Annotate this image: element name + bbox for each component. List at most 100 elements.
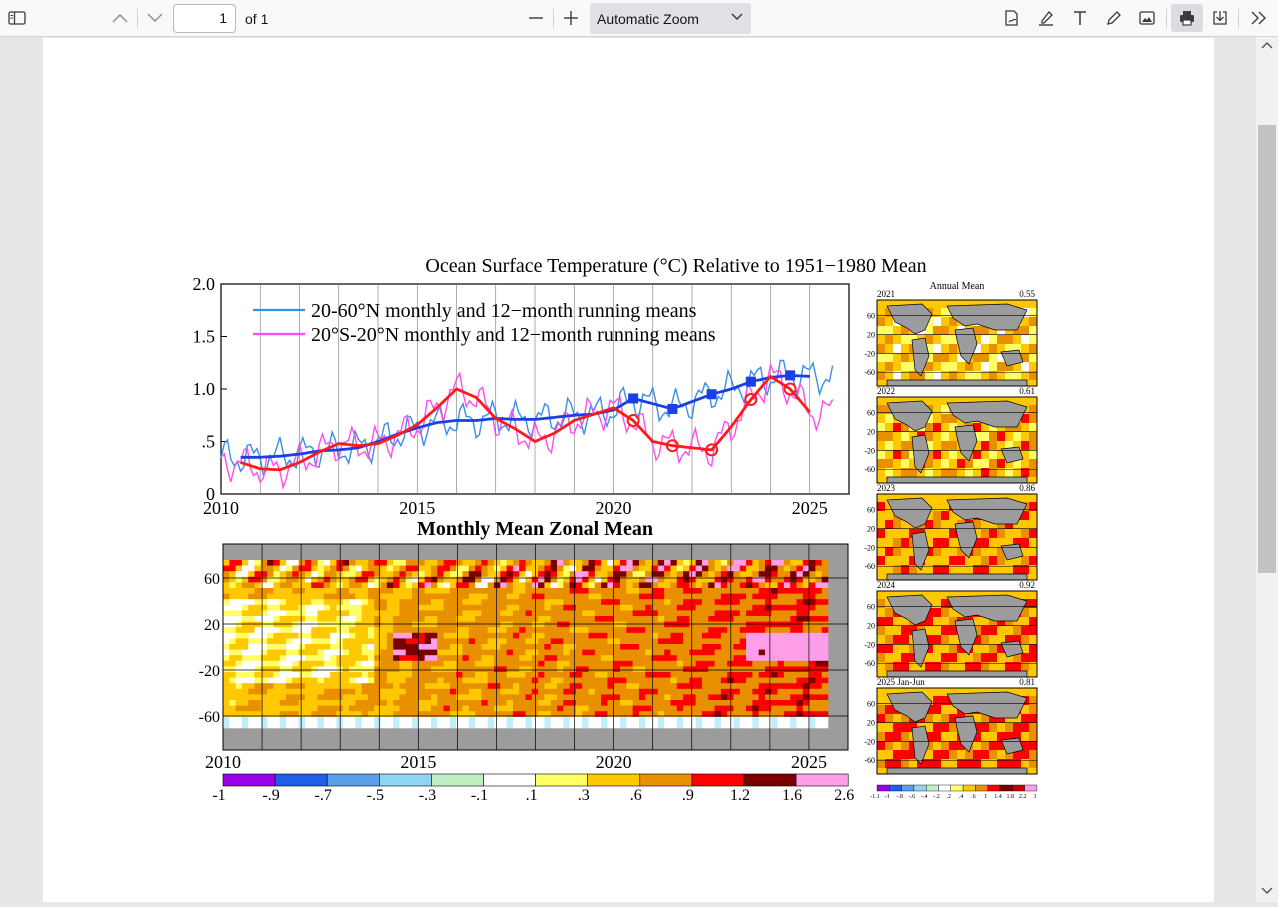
map-cell	[1005, 371, 1013, 380]
zonal-cell	[739, 666, 747, 673]
zonal-cell	[683, 576, 690, 583]
page-count-label: of 1	[245, 11, 269, 27]
zonal-cell	[493, 627, 501, 634]
zonal-cell	[594, 599, 602, 606]
zonal-cell	[790, 638, 797, 645]
zonal-cell	[783, 621, 791, 628]
zonal-cell	[412, 560, 419, 566]
zonal-cell	[544, 644, 552, 650]
zonal-cell	[651, 627, 659, 634]
zonal-cell	[632, 593, 640, 600]
map-cell	[949, 714, 957, 723]
text-button[interactable]	[1065, 4, 1095, 32]
scrollbar-thumb[interactable]	[1258, 125, 1276, 573]
download-button[interactable]	[1205, 4, 1235, 32]
add-image-button[interactable]	[1132, 4, 1162, 32]
map-cell	[997, 556, 1005, 565]
zonal-cell	[468, 610, 476, 617]
zonal-cell	[449, 655, 457, 662]
zonal-cell	[487, 688, 495, 695]
map-cell	[885, 441, 893, 450]
zonal-cell	[525, 588, 533, 594]
zonal-cell	[260, 610, 268, 617]
zonal-cell	[292, 599, 299, 606]
scroll-up-arrow-icon[interactable]	[1261, 40, 1273, 50]
previous-page-button[interactable]	[105, 4, 135, 32]
zonal-cell	[317, 683, 325, 690]
zonal-cell	[487, 666, 495, 673]
page-number-input[interactable]: 1	[173, 4, 236, 33]
zonal-cell	[443, 705, 451, 712]
zonal-cell	[708, 672, 715, 678]
zonal-cell	[783, 604, 791, 611]
zonal-cell	[393, 632, 400, 639]
zonal-cell	[777, 705, 785, 712]
zonal-cell	[298, 644, 306, 650]
zonal-cell	[260, 688, 268, 695]
zonal-cell	[361, 638, 369, 645]
map-cell	[933, 371, 941, 380]
zonal-cell	[235, 655, 243, 662]
zonal-cell	[254, 571, 262, 578]
zonal-cell	[607, 571, 615, 578]
zonal-cell	[550, 632, 558, 639]
zonal-cell	[355, 655, 362, 662]
zonal-cell	[695, 593, 703, 600]
zonal-cell	[462, 722, 470, 729]
map-cell	[1021, 714, 1029, 723]
zonal-cell	[569, 694, 577, 701]
zoom-select[interactable]: Automatic Zoom	[590, 3, 751, 34]
zonal-cell	[752, 655, 759, 662]
next-page-button[interactable]	[140, 4, 170, 32]
zonal-cell	[449, 621, 457, 628]
print-button[interactable]	[1171, 4, 1203, 32]
zonal-cell	[783, 688, 791, 695]
zonal-cell	[443, 560, 451, 566]
zonal-cell	[235, 711, 243, 718]
zonal-cell	[720, 638, 728, 645]
zonal-cell	[512, 666, 520, 673]
sidebar-toggle-button[interactable]	[2, 4, 32, 32]
zonal-cell	[538, 638, 545, 645]
zonal-cell	[733, 660, 741, 667]
zonal-cell	[330, 621, 337, 628]
draw-button[interactable]	[1099, 4, 1129, 32]
zonal-cell	[783, 716, 791, 723]
zonal-cell	[430, 711, 438, 718]
scroll-down-arrow-icon[interactable]	[1261, 886, 1273, 896]
zonal-cell	[575, 616, 583, 622]
zonal-cell	[620, 649, 627, 656]
map-cell	[941, 714, 949, 723]
zonal-cell	[607, 666, 615, 673]
zonal-cell	[683, 655, 690, 662]
zonal-cell	[544, 649, 552, 656]
zonal-cell	[714, 666, 722, 673]
zonal-cell	[475, 677, 482, 684]
zoom-out-button[interactable]	[521, 4, 551, 32]
zonal-cell	[815, 610, 822, 617]
zonal-cell	[758, 655, 766, 662]
zonal-cell	[424, 565, 432, 572]
map-cell	[1021, 547, 1029, 556]
zonal-cell	[601, 616, 608, 622]
zonal-cell	[695, 576, 703, 583]
zonal-cell	[632, 599, 640, 606]
zonal-cell	[594, 705, 602, 712]
signature-button[interactable]	[997, 4, 1027, 32]
zoom-in-button[interactable]	[556, 4, 586, 32]
zonal-cell	[286, 565, 293, 572]
zonal-cell	[399, 672, 407, 678]
zonal-cell	[380, 677, 388, 684]
zonal-cell	[443, 655, 451, 662]
zonal-cell	[701, 565, 709, 572]
zonal-cell	[790, 666, 797, 673]
zonal-cell	[802, 700, 810, 706]
zonal-cell	[323, 644, 331, 650]
small-colorbar-swatch	[889, 784, 902, 792]
more-tools-button[interactable]	[1244, 4, 1274, 32]
zonal-cell	[273, 722, 281, 729]
zonal-cell	[367, 604, 375, 611]
highlight-button[interactable]	[1031, 4, 1061, 32]
zonal-cell	[223, 716, 230, 723]
zonal-cell	[588, 588, 596, 594]
